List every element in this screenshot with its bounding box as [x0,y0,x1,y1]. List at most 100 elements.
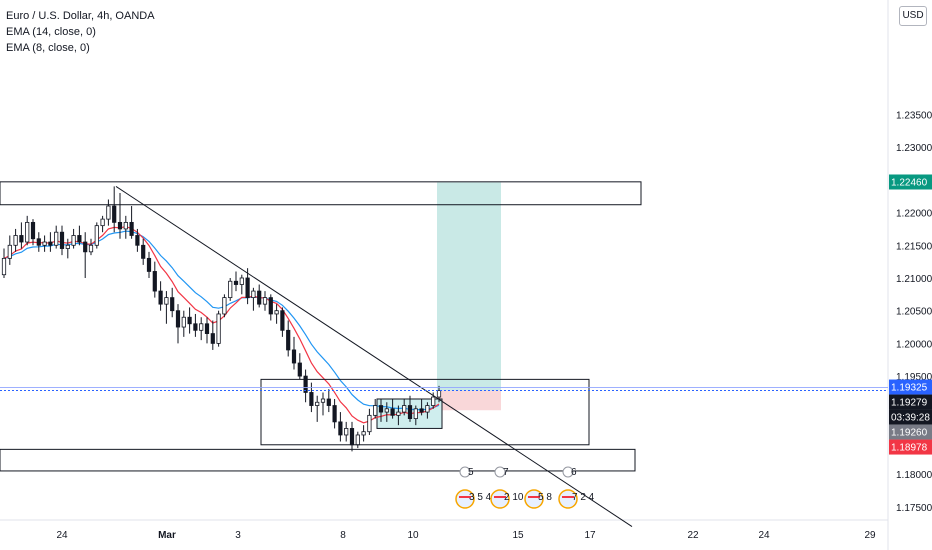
x-tick-label: 17 [584,530,596,541]
candle-body [106,205,111,220]
y-tick-label: 1.21500 [896,241,932,252]
price-tag-label: 1.22460 [891,177,928,188]
candle-body [355,434,360,446]
candle-body [65,244,70,249]
price-tag-label: 1.19260 [891,428,928,439]
candle-body [54,231,59,246]
candle-body [19,235,24,243]
candle-body [274,310,279,315]
us-flag-stripe [459,496,471,498]
event-count: 5 [468,467,474,478]
event-flag-icon [459,466,471,478]
candle-body [88,244,94,253]
candle-body [384,408,389,413]
us-flag-stripe [494,496,506,498]
y-tick-label: 1.23500 [896,110,932,121]
stop-zone [437,390,501,411]
candle-body [297,362,302,377]
y-tick-label: 1.21000 [896,274,932,285]
candle-body [436,390,442,398]
candle-body [181,316,186,328]
candle-body [309,392,314,406]
y-tick-label: 1.18000 [896,470,932,481]
currency-button[interactable]: USD [899,6,927,26]
us-flag-stripe [528,496,540,498]
candle-body [100,218,105,227]
candle-body [251,290,256,299]
candle-body [228,280,233,299]
price-tag [889,394,932,410]
candle-body [291,349,297,364]
candle-body [210,333,215,344]
ema-14-line [3,230,440,411]
candle-body [164,297,169,305]
x-tick-label: 22 [687,530,699,541]
legend-symbol[interactable]: Euro / U.S. Dollar, 4h, OANDA [6,10,155,22]
x-tick-label: 24 [758,530,770,541]
x-tick-label: 24 [56,530,68,541]
event-sub-count: 3 5 4 [469,492,492,503]
candle-body [112,205,117,223]
candle-body [59,231,65,249]
event-flag-icon [562,466,574,478]
price-tag-label: 1.19325 [891,383,928,394]
candle-body [94,225,99,246]
candle-body [349,428,355,446]
candle-body [367,414,372,433]
candle-body [315,401,320,406]
candle-body [123,221,128,230]
chart-legend: Euro / U.S. Dollar, 4h, OANDA EMA (14, c… [6,8,155,56]
candle-body [361,431,366,436]
candle-body [30,221,36,240]
candle-body [1,257,7,276]
candle-body [135,235,140,246]
candle-body [419,408,424,413]
candle-body [129,221,134,236]
candle-body [245,277,250,299]
event-sub-count: 7 2 4 [572,492,595,503]
candle-body [396,411,401,416]
candle-body [25,221,30,243]
us-flag-icon [524,489,544,509]
y-tick-label: 1.19500 [896,372,932,383]
upper-resistance-zone [0,181,642,206]
candle-body [390,408,395,416]
legend-ema-8[interactable]: EMA (8, close, 0) [6,42,90,54]
candle-body [373,405,378,416]
candle-body [77,235,82,243]
us-flag-icon [455,489,475,509]
candle-body [338,421,343,436]
event-count: 7 [503,467,509,478]
candle-body [204,323,210,334]
candle-body [286,329,291,351]
candle-body [199,323,204,331]
candle-body [378,405,384,413]
candle-body [216,313,221,344]
us-flag-stripe [562,496,574,498]
candle-body [303,375,308,393]
candle-body [425,405,430,413]
candle-body [83,241,88,253]
candle-body [407,405,413,420]
price-tag-label: 1.18978 [891,443,928,454]
y-tick-label: 1.20000 [896,339,932,350]
price-tag-label: 03:39:28 [891,413,930,424]
legend-ema-14[interactable]: EMA (14, close, 0) [6,26,96,38]
y-tick-label: 1.17500 [896,503,932,514]
y-tick-label: 1.20500 [896,307,932,318]
candle-body [431,396,436,406]
candle-body [320,398,326,403]
candle-body [42,241,47,246]
x-tick-label: 10 [407,530,419,541]
price-tag-label: 1.19279 [891,398,928,409]
price-tag [889,174,932,190]
candle-body [262,297,268,305]
x-tick-label: 8 [340,530,346,541]
event-flag-icon [494,466,506,478]
price-tag [889,439,932,455]
x-tick-label: 15 [512,530,524,541]
candle-body [71,235,76,246]
candle-body [141,244,146,259]
candle-body [158,290,163,305]
